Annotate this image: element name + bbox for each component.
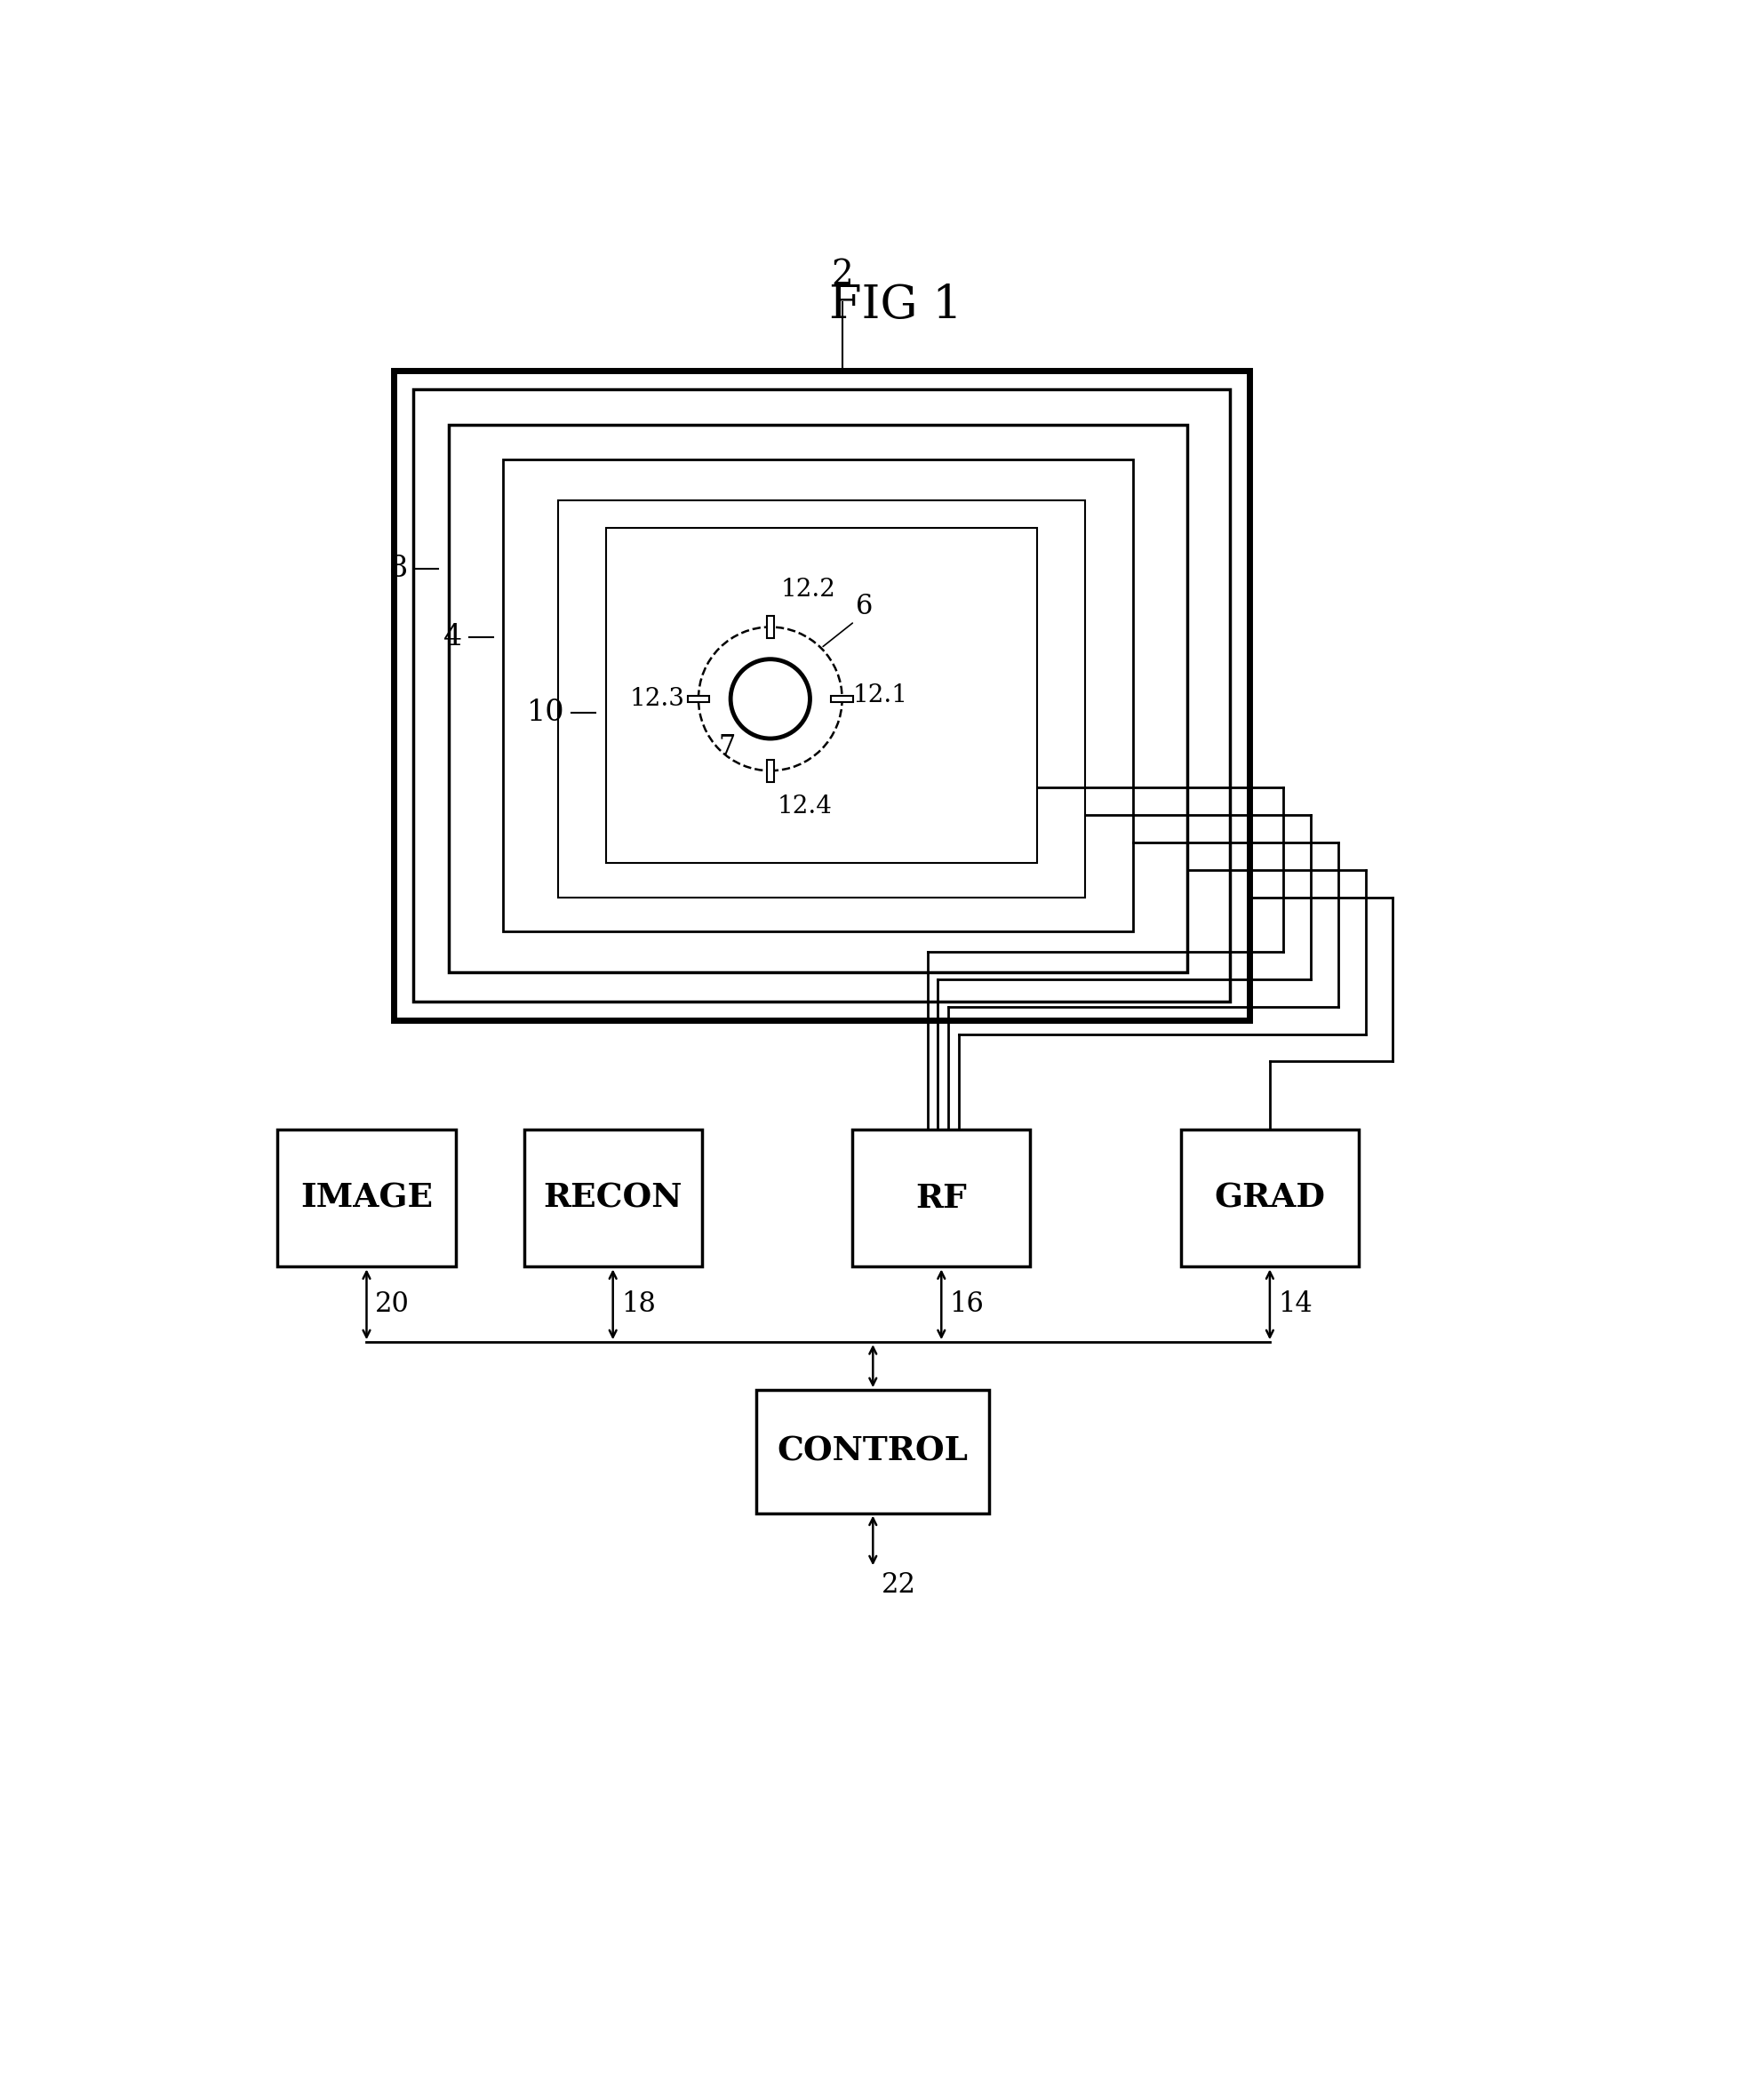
Text: 10: 10 — [528, 699, 565, 727]
Text: RECON: RECON — [544, 1182, 682, 1214]
Polygon shape — [767, 615, 774, 638]
Text: 20: 20 — [374, 1292, 409, 1319]
Text: 2: 2 — [830, 258, 853, 292]
Text: CONTROL: CONTROL — [778, 1434, 968, 1468]
Bar — [607, 527, 1037, 863]
Text: 16: 16 — [949, 1292, 984, 1319]
Text: 22: 22 — [881, 1571, 916, 1598]
Text: 4: 4 — [444, 624, 463, 651]
Polygon shape — [687, 695, 710, 701]
Bar — [413, 388, 1231, 1002]
Text: RF: RF — [916, 1182, 967, 1214]
Polygon shape — [767, 760, 774, 781]
Bar — [558, 500, 1086, 897]
Bar — [503, 460, 1133, 932]
Bar — [393, 370, 1250, 1021]
Bar — [449, 424, 1187, 972]
Text: 8: 8 — [388, 554, 407, 584]
Text: 12.1: 12.1 — [853, 683, 907, 708]
Bar — [1182, 1130, 1358, 1266]
Text: GRAD: GRAD — [1215, 1182, 1325, 1214]
Bar — [524, 1130, 703, 1266]
Text: 14: 14 — [1278, 1292, 1313, 1319]
Bar — [278, 1130, 456, 1266]
Bar — [853, 1130, 1030, 1266]
Text: FIG 1: FIG 1 — [829, 284, 963, 328]
Polygon shape — [832, 695, 853, 701]
Text: 18: 18 — [621, 1292, 656, 1319]
Text: 6: 6 — [857, 592, 872, 620]
Text: IMAGE: IMAGE — [301, 1182, 434, 1214]
Text: 12.4: 12.4 — [778, 794, 832, 819]
Text: 7: 7 — [718, 733, 736, 760]
Text: 12.3: 12.3 — [629, 687, 685, 710]
Bar — [757, 1390, 989, 1514]
Text: 12.2: 12.2 — [781, 578, 836, 601]
